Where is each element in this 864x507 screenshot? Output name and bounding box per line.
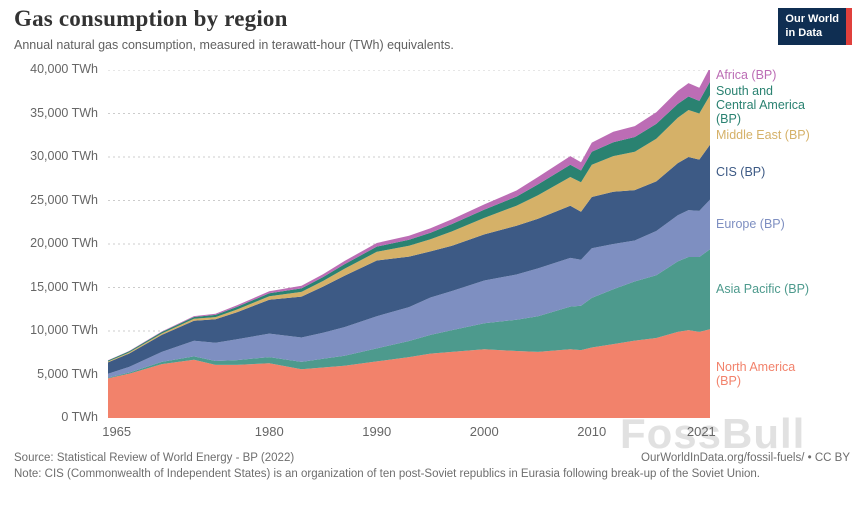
- chart-subtitle: Annual natural gas consumption, measured…: [14, 38, 454, 52]
- x-tick-label: 2010: [577, 424, 607, 439]
- owid-logo[interactable]: Our World in Data: [778, 8, 852, 45]
- area-north-america-bp[interactable]: [108, 329, 710, 418]
- legend-africa-bp[interactable]: Africa (BP): [716, 67, 777, 82]
- y-tick-label: 20,000 TWh: [30, 236, 98, 250]
- legend-south-and-central-america-bp[interactable]: South and Central America (BP): [716, 83, 805, 126]
- legend-north-america-bp[interactable]: North America (BP): [716, 359, 796, 388]
- source-text: Source: Statistical Review of World Ener…: [14, 452, 295, 464]
- x-tick-label: 2021: [686, 424, 716, 439]
- y-tick-label: 25,000 TWh: [30, 192, 98, 207]
- x-tick-label: 1990: [362, 424, 392, 439]
- area-europe-bp[interactable]: [108, 199, 710, 378]
- y-tick-label: 15,000 TWh: [30, 279, 98, 294]
- y-tick-label: 5,000 TWh: [37, 366, 98, 381]
- legend: Africa (BP) South and Central America (BP…: [716, 0, 862, 440]
- owid-logo-line1: Our World: [785, 13, 839, 25]
- y-tick-label: 40,000 TWh: [30, 62, 98, 76]
- owid-logo-line2: in Data: [785, 27, 823, 40]
- footer-note: Note: CIS (Commonwealth of Independent S…: [14, 468, 760, 480]
- stacked-area-plot[interactable]: [108, 70, 710, 418]
- y-tick-label: 30,000 TWh: [30, 149, 98, 163]
- x-tick-label: 2000: [469, 424, 499, 439]
- footer-link[interactable]: OurWorldInData.org/fossil-fuels/ • CC BY: [641, 452, 850, 464]
- legend-middle-east-bp[interactable]: Middle East (BP): [716, 127, 810, 142]
- legend-asia-pacific-bp[interactable]: Asia Pacific (BP): [716, 282, 810, 297]
- x-tick-label: 1980: [254, 424, 284, 439]
- legend-europe-bp[interactable]: Europe (BP): [716, 217, 785, 232]
- footer: Source: Statistical Review of World Ener…: [14, 452, 850, 483]
- chart-title: Gas consumption by region: [14, 6, 288, 31]
- y-tick-label: 35,000 TWh: [30, 105, 98, 120]
- x-tick-label: 1965: [102, 424, 132, 439]
- area-cis-bp[interactable]: [108, 144, 710, 374]
- y-tick-label: 0 TWh: [61, 410, 98, 424]
- area-asia-pacific-bp[interactable]: [108, 249, 710, 379]
- legend-cis-bp[interactable]: CIS (BP): [716, 165, 766, 180]
- y-tick-label: 10,000 TWh: [30, 323, 98, 337]
